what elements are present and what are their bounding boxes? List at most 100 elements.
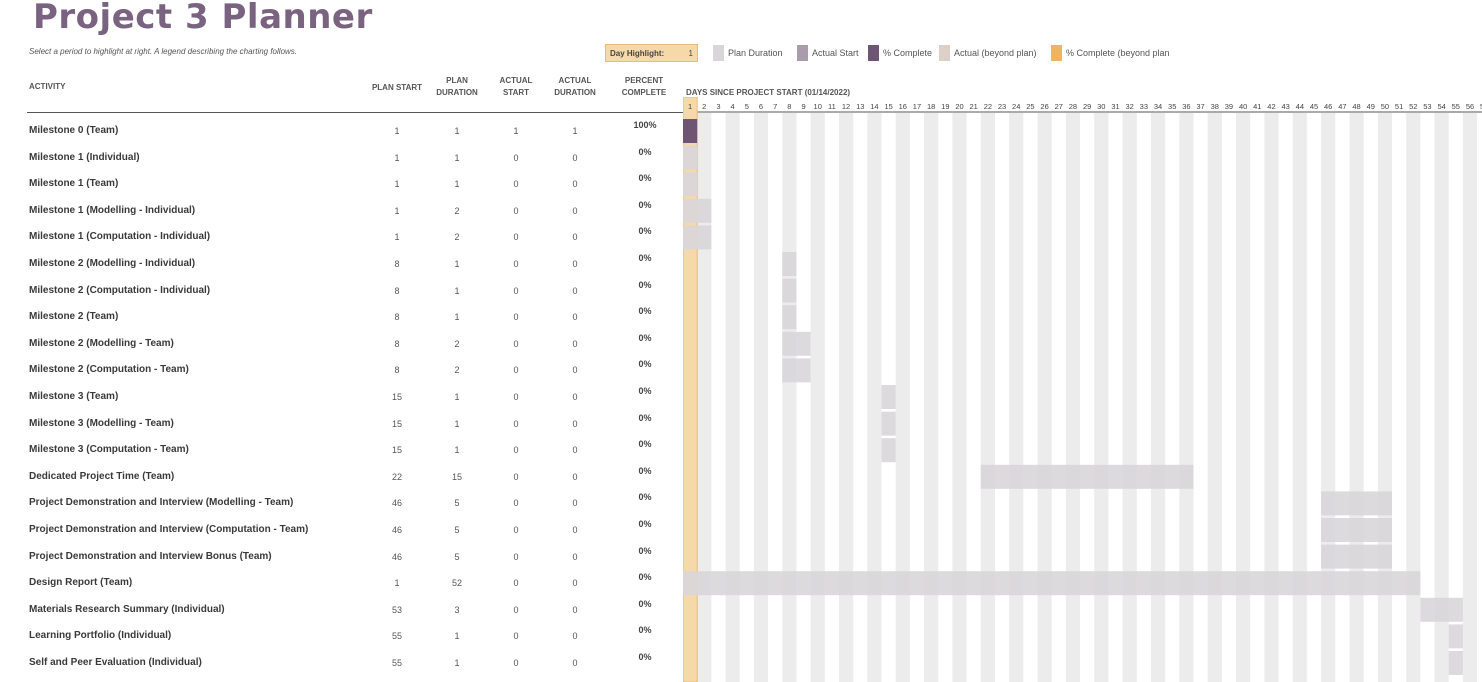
plan-start-cell: 1 bbox=[394, 205, 400, 216]
plan-start-cell: 46 bbox=[391, 525, 402, 535]
percent-complete-cell[interactable]: 0% bbox=[638, 146, 652, 157]
day-highlight-value[interactable]: 1 bbox=[688, 49, 693, 58]
actual-start-cell: 0 bbox=[513, 152, 519, 163]
actual-start-cell: 0 bbox=[513, 418, 519, 429]
percent-complete-cell[interactable]: 0% bbox=[638, 359, 652, 370]
day-tick-label: 12 bbox=[842, 102, 850, 111]
actual-duration-cell: 0 bbox=[572, 232, 578, 243]
day-tick-label: 49 bbox=[1367, 102, 1375, 111]
actual-duration-cell: 0 bbox=[572, 498, 578, 509]
day-tick-label: 31 bbox=[1111, 102, 1119, 111]
legend-label: % Complete (beyond plan bbox=[1066, 48, 1170, 58]
activity-name: Materials Research Summary (Individual) bbox=[29, 603, 225, 615]
activity-name: Milestone 2 (Modelling - Individual) bbox=[29, 258, 196, 269]
header-percent-complete: PERCENT COMPLETE bbox=[617, 75, 671, 99]
plan-duration-bar bbox=[782, 305, 797, 330]
actual-duration-cell: 0 bbox=[572, 578, 578, 589]
plan-start-cell: 1 bbox=[394, 578, 400, 589]
day-column bbox=[782, 113, 797, 682]
plan-start-cell: 8 bbox=[394, 312, 400, 323]
day-tick-label: 57 bbox=[1480, 102, 1482, 111]
day-tick-label: 32 bbox=[1125, 102, 1133, 111]
plan-start-cell: 15 bbox=[391, 445, 402, 456]
actual-duration-cell: 0 bbox=[572, 152, 578, 163]
plan-duration-cell: 1 bbox=[454, 126, 460, 136]
percent-complete-cell[interactable]: 0% bbox=[638, 306, 652, 317]
plan-duration-bar bbox=[683, 198, 712, 223]
plan-duration-cell: 2 bbox=[454, 205, 460, 216]
actual-start-cell: 0 bbox=[513, 498, 519, 509]
day-column bbox=[1094, 113, 1109, 682]
percent-complete-cell[interactable]: 0% bbox=[638, 199, 652, 210]
plan-start-cell: 46 bbox=[391, 498, 402, 509]
header-actual-duration-line2: DURATION bbox=[554, 88, 596, 97]
plan-duration-cell: 1 bbox=[454, 445, 460, 456]
activity-name: Milestone 3 (Computation - Team) bbox=[29, 444, 189, 456]
plan-duration-bar bbox=[1321, 518, 1392, 542]
plan-start-cell: 1 bbox=[394, 179, 400, 190]
day-tick-label: 41 bbox=[1253, 102, 1261, 111]
percent-complete-cell[interactable]: 0% bbox=[638, 412, 652, 423]
percent-complete-cell[interactable]: 0% bbox=[638, 173, 652, 184]
day-tick-label: 55 bbox=[1452, 102, 1460, 111]
plan-duration-cell: 1 bbox=[454, 418, 460, 429]
percent-complete-cell[interactable]: 0% bbox=[638, 439, 652, 450]
percent-complete-cell[interactable]: 0% bbox=[638, 465, 652, 476]
percent-complete-cell[interactable]: 0% bbox=[638, 572, 652, 583]
header-actual-duration-line1: ACTUAL bbox=[558, 76, 592, 85]
day-tick-label: 42 bbox=[1267, 102, 1275, 111]
day-tick-label: 15 bbox=[884, 102, 892, 111]
plan-duration-bar bbox=[881, 438, 896, 463]
day-tick-label: 7 bbox=[773, 102, 777, 111]
plan-start-cell: 22 bbox=[391, 471, 402, 482]
percent-complete-cell[interactable]: 0% bbox=[638, 652, 652, 662]
percent-complete-cell[interactable]: 100% bbox=[633, 120, 657, 130]
plan-duration-swatch-icon bbox=[713, 45, 724, 61]
actual-duration-cell: 0 bbox=[572, 551, 578, 562]
day-tick-label: 28 bbox=[1069, 102, 1077, 111]
plan-duration-cell: 1 bbox=[454, 179, 460, 190]
plan-duration-bar bbox=[683, 571, 1421, 596]
actual-start-swatch-icon bbox=[797, 45, 808, 61]
percent-complete-cell[interactable]: 0% bbox=[638, 226, 652, 237]
actual-duration-cell: 0 bbox=[572, 392, 578, 402]
day-column bbox=[1207, 113, 1222, 682]
page-title: Project 3 Planner bbox=[33, 0, 373, 37]
header-percent-line1: PERCENT bbox=[624, 76, 664, 85]
header-plan-duration: PLAN DURATION bbox=[430, 75, 484, 99]
day-tick-label: 33 bbox=[1140, 102, 1148, 111]
day-tick-label: 24 bbox=[1012, 102, 1020, 111]
plan-start-cell: 55 bbox=[391, 631, 402, 642]
actual-duration-cell: 0 bbox=[572, 471, 578, 482]
percent-complete-bar bbox=[683, 119, 698, 143]
percent-complete-cell[interactable]: 0% bbox=[638, 519, 652, 529]
actual-start-cell: 0 bbox=[513, 312, 519, 323]
percent-complete-cell[interactable]: 0% bbox=[638, 598, 652, 609]
percent-complete-cell[interactable]: 0% bbox=[638, 279, 652, 290]
activity-name: Project Demonstration and Interview (Com… bbox=[29, 524, 309, 535]
percent-complete-cell[interactable]: 0% bbox=[638, 625, 652, 636]
percent-complete-cell[interactable]: 0% bbox=[638, 545, 652, 556]
day-highlight-label: Day Highlight: bbox=[610, 49, 665, 58]
day-tick-label: 5 bbox=[745, 102, 749, 111]
day-tick-label: 40 bbox=[1239, 102, 1247, 111]
day-highlight-input[interactable]: Day Highlight: 1 bbox=[605, 44, 698, 62]
plan-duration-cell: 5 bbox=[454, 525, 460, 535]
header-actual-start-line1: ACTUAL bbox=[499, 76, 533, 85]
day-column bbox=[1264, 113, 1279, 682]
plan-duration-bar bbox=[782, 252, 797, 276]
actual-duration-cell: 0 bbox=[572, 312, 578, 323]
percent-complete-cell[interactable]: 0% bbox=[638, 253, 652, 263]
actual-duration-cell: 0 bbox=[572, 604, 578, 615]
percent-complete-cell[interactable]: 0% bbox=[638, 492, 652, 503]
plan-start-cell: 1 bbox=[394, 126, 400, 136]
day-tick-label: 50 bbox=[1381, 102, 1389, 111]
percent-complete-cell[interactable]: 0% bbox=[638, 386, 652, 396]
percent-complete-cell[interactable]: 0% bbox=[638, 332, 652, 343]
plan-duration-bar bbox=[1321, 544, 1392, 569]
actual-start-cell: 0 bbox=[513, 471, 519, 482]
activity-name: Milestone 2 (Team) bbox=[29, 311, 119, 323]
day-tick-label: 25 bbox=[1026, 102, 1034, 111]
day-tick-label: 45 bbox=[1310, 102, 1318, 111]
day-tick-label: 47 bbox=[1338, 102, 1346, 111]
